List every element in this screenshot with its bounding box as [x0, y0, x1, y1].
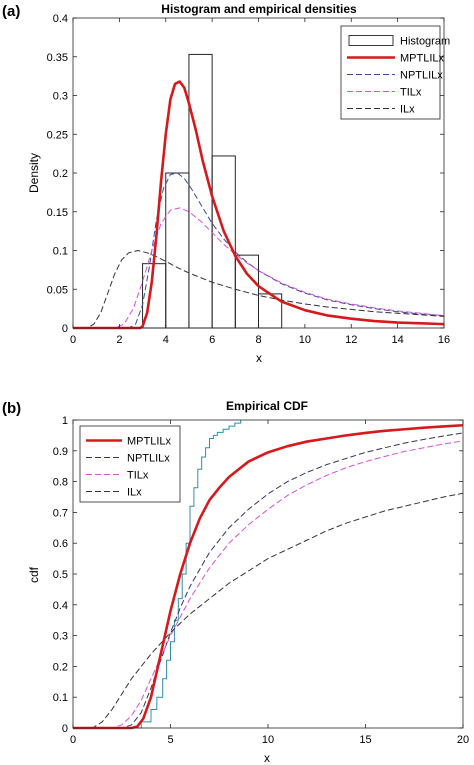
series-line-mptlilx [73, 80, 445, 330]
legend-box [340, 25, 441, 120]
x-tick-label: 16 [438, 334, 450, 346]
y-tick-label: 0.15 [47, 207, 68, 219]
panel-a-histogram-densities: (a) Histogram and empirical densities 0 2… [2, 2, 450, 365]
y-tick-label: 0.4 [53, 13, 68, 25]
series-line-nptlilx [73, 432, 464, 729]
y-tick-label: 0.7 [53, 507, 68, 519]
y-tick-label: 0.9 [53, 446, 68, 458]
series-line-mptlilx [73, 423, 464, 730]
x-tick-label: 4 [163, 334, 169, 346]
legend-label: TILx [127, 470, 149, 482]
x-tick-label: 12 [345, 334, 357, 346]
y-tick-label: 0.35 [47, 52, 68, 64]
y-tick-label: 0.2 [53, 168, 68, 180]
y-tick-label: 0.5 [53, 569, 68, 581]
legend-label: NPTLILx [127, 453, 170, 465]
y-tick-label: 0 [62, 323, 68, 335]
y-tick-label: 1 [62, 415, 68, 427]
legend-label: ILx [400, 104, 415, 116]
panel-a-ticks: 0 2 4 6 8 10 12 14 16 0 0.05 0.1 0.15 0.2 0.25 0.3 0.35 0… [47, 13, 451, 346]
series-line-ilx [73, 492, 464, 729]
panel-a-axes-box [72, 17, 445, 329]
panel-b-ticks: 0 5 10 15 20 0 0.1 0.2 0.3 0.4 0.5 0.6 0.7 0.8 0.9 1 [53, 415, 469, 746]
series-line-nptlilx [73, 172, 445, 329]
legend-label: TILx [400, 87, 422, 99]
panel-a-xlabel: x [256, 351, 262, 365]
panel-b-empirical-cdf: (b) Empirical CDF 0 5 10 15 2000.10.20.30.40… [2, 399, 469, 765]
legend-box [79, 425, 181, 503]
series-line-tilx [73, 207, 445, 329]
series-line-tilx [73, 440, 464, 729]
empirical-cdf-step-line [131, 420, 242, 729]
y-tick-label: 0.4 [53, 600, 68, 612]
panel-a-legend: Histogram MPTLILx NPTLILx TILx ILx [340, 25, 450, 120]
x-tick-label: 15 [359, 734, 371, 746]
x-tick-label: 10 [262, 734, 274, 746]
panel-b-legend: MPTLILx NPTLILx TILx ILx [79, 425, 181, 503]
histogram-bar [188, 53, 213, 329]
legend-label: ILx [127, 487, 142, 499]
x-tick-label: 0 [70, 734, 76, 746]
y-tick-label: 0.8 [53, 477, 68, 489]
panel-b-title: Empirical CDF [226, 399, 308, 413]
y-tick-label: 0.1 [53, 692, 68, 704]
y-tick-label: 0.2 [53, 661, 68, 673]
panel-a-letter: (a) [2, 3, 20, 20]
x-tick-label: 2 [116, 334, 122, 346]
y-tick-label: 0.3 [53, 91, 68, 103]
panel-b-letter: (b) [2, 400, 21, 417]
histogram-bar [211, 155, 236, 329]
y-tick-label: 0.25 [47, 129, 68, 141]
legend-label: MPTLILx [400, 53, 445, 65]
x-tick-label: 10 [299, 334, 311, 346]
y-tick-label: 0 [62, 723, 68, 735]
x-tick-label: 8 [255, 334, 261, 346]
panel-b-ylabel: cdf [27, 566, 41, 583]
x-tick-label: 6 [209, 334, 215, 346]
panel-a-ylabel: Density [27, 153, 41, 193]
y-tick-label: 0.3 [53, 631, 68, 643]
x-tick-label: 0 [70, 334, 76, 346]
legend-swatch-histogram [348, 35, 394, 46]
legend-label: NPTLILx [400, 70, 443, 82]
y-tick-label: 0.05 [47, 284, 68, 296]
legend-label: MPTLILx [127, 436, 172, 448]
panel-b-axes-box [72, 419, 464, 729]
histogram-bar [234, 254, 259, 329]
y-tick-label: 0.6 [53, 538, 68, 550]
panel-a-title: Histogram and empirical densities [161, 2, 357, 16]
x-tick-label: 20 [457, 734, 469, 746]
x-tick-label: 14 [392, 334, 404, 346]
x-tick-label: 5 [167, 734, 173, 746]
series-line-ilx [73, 250, 445, 329]
legend-label: Histogram [400, 36, 450, 48]
panel-b-plot-area [73, 420, 464, 730]
y-tick-label: 0.1 [53, 246, 68, 258]
panel-b-xlabel: x [264, 751, 270, 765]
histogram-bar [165, 172, 190, 329]
